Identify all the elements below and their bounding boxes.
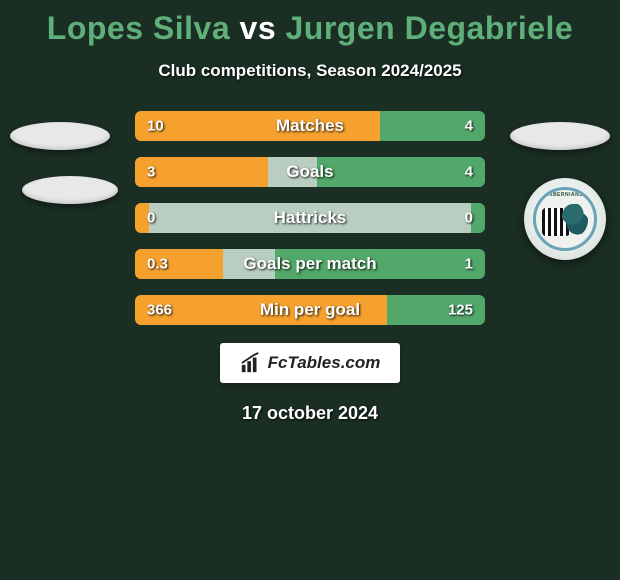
stat-row: 0Hattricks0	[135, 203, 485, 233]
competition-subtitle: Club competitions, Season 2024/2025	[0, 61, 620, 81]
stat-value-right: 4	[465, 164, 473, 181]
vs-separator: vs	[240, 10, 277, 46]
stat-label: Min per goal	[135, 300, 485, 320]
brand-box: FcTables.com	[220, 343, 400, 383]
stat-row: 3Goals4	[135, 157, 485, 187]
stat-value-right: 125	[448, 302, 473, 319]
player2-name: Jurgen Degabriele	[286, 10, 574, 46]
bar-chart-icon	[240, 352, 262, 374]
comparison-title: Lopes Silva vs Jurgen Degabriele	[0, 0, 620, 47]
footer-date: 17 october 2024	[0, 403, 620, 424]
stat-row: 0.3Goals per match1	[135, 249, 485, 279]
stats-container: 10Matches43Goals40Hattricks00.3Goals per…	[0, 111, 620, 325]
stat-value-right: 4	[465, 118, 473, 135]
stat-row: 366Min per goal125	[135, 295, 485, 325]
stat-value-right: 1	[465, 256, 473, 273]
stat-label: Goals per match	[135, 254, 485, 274]
player1-name: Lopes Silva	[47, 10, 230, 46]
stat-label: Goals	[135, 162, 485, 182]
stat-row: 10Matches4	[135, 111, 485, 141]
stat-value-right: 0	[465, 210, 473, 227]
brand-text: FcTables.com	[268, 353, 381, 373]
stat-label: Matches	[135, 116, 485, 136]
stat-label: Hattricks	[135, 208, 485, 228]
